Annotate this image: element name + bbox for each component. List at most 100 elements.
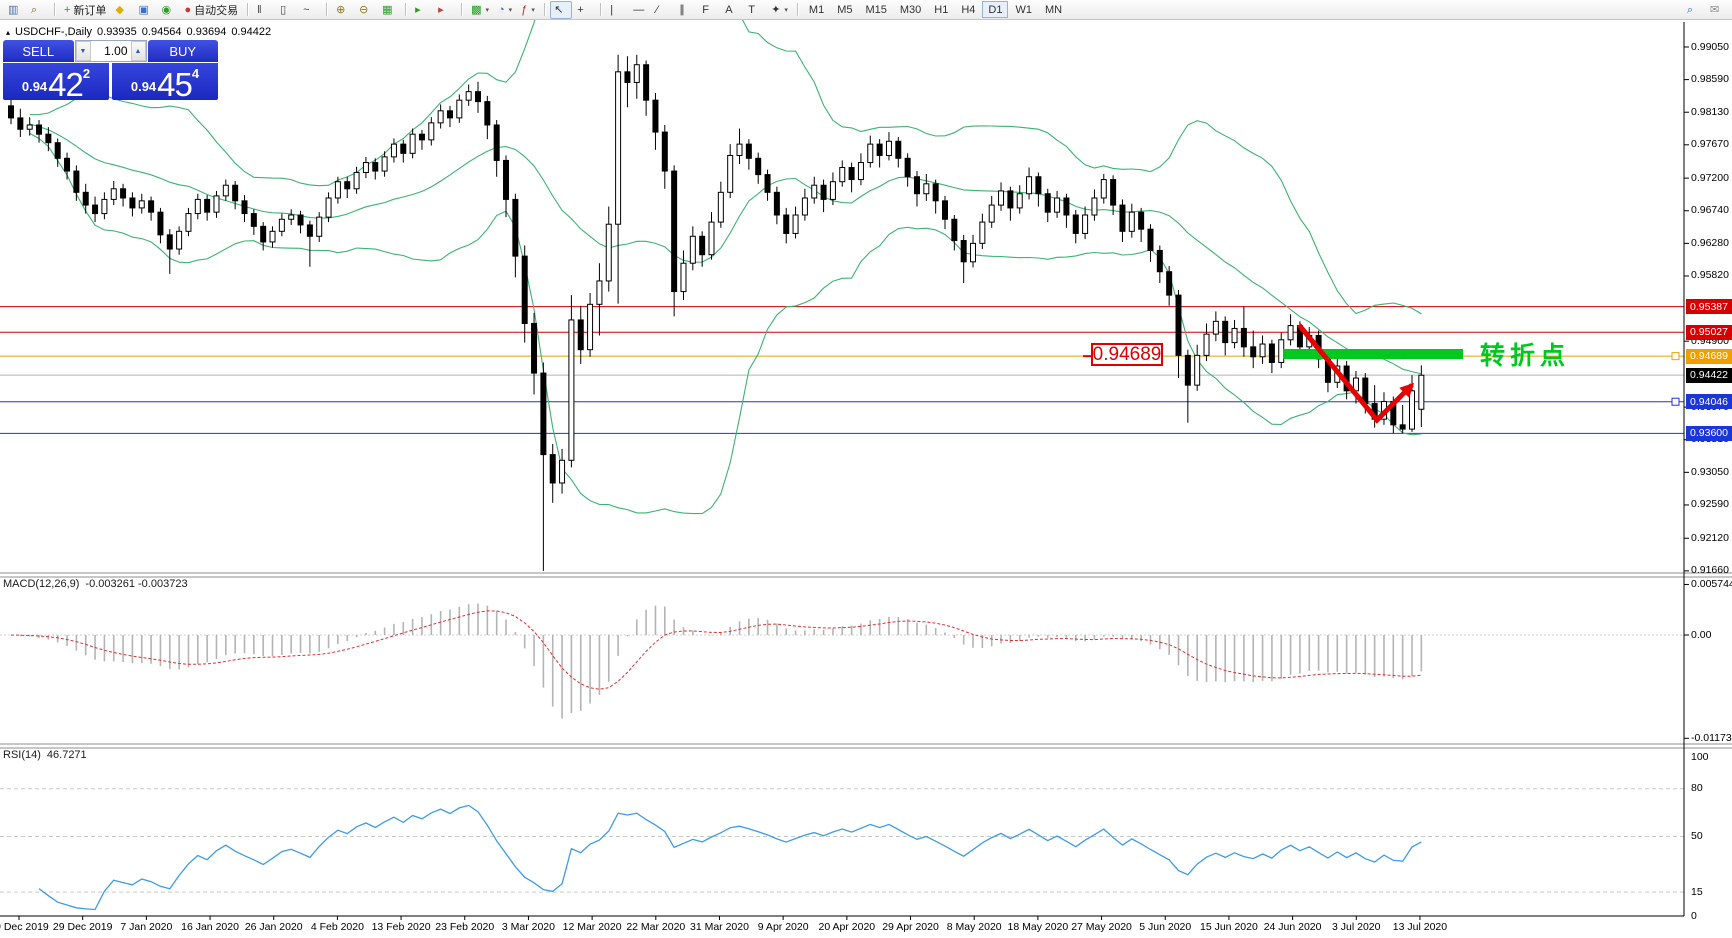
candle-body xyxy=(643,64,650,101)
candle-body xyxy=(559,459,566,484)
channel-button[interactable]: ∥ xyxy=(675,1,697,19)
data-window-icon[interactable]: ▣ xyxy=(134,1,156,19)
crosshair-button[interactable]: + xyxy=(573,1,595,19)
line-chart-mode-button[interactable]: ~ xyxy=(299,1,321,19)
candle-body xyxy=(54,142,61,159)
chevron-down-icon[interactable]: ▾ xyxy=(508,6,513,14)
new-chart-button[interactable]: ▩ ▾ xyxy=(467,1,493,19)
periods-button[interactable]: ◔ ▾ xyxy=(494,1,516,19)
timeframe-m30-button[interactable]: M30 xyxy=(899,3,922,16)
candlestick-mode-icon: ▯ xyxy=(280,3,287,16)
candle-body xyxy=(979,221,986,244)
zoom-out-button[interactable]: ⊖ xyxy=(355,1,377,19)
tile-windows-button[interactable]: ▦ xyxy=(378,1,400,19)
price-tick-label: 0.95820 xyxy=(1691,269,1729,282)
timeframe-mn-button[interactable]: MN xyxy=(1044,3,1063,16)
timeframe-m5-button[interactable]: M5 xyxy=(837,3,853,16)
timeframe-m15-button[interactable]: M15 xyxy=(865,3,887,16)
text-icon: A xyxy=(725,3,733,16)
collapse-panel-icon[interactable]: ▴ xyxy=(6,27,11,37)
turning-point-text[interactable]: 转折点 xyxy=(1480,342,1571,370)
bollinger-middle-band xyxy=(29,123,1422,375)
candle-body xyxy=(736,143,743,156)
chart-window-icon[interactable]: ▥ xyxy=(4,1,26,19)
volume-decrease-button[interactable]: ▼ xyxy=(75,41,91,61)
chevron-down-icon[interactable]: ▾ xyxy=(531,6,535,14)
text-button[interactable]: A xyxy=(721,1,743,19)
macd-axis-label: 0.00 xyxy=(1691,628,1712,641)
candle-body xyxy=(409,133,416,154)
candle-body xyxy=(437,110,444,124)
zoom-in-button[interactable]: ⊕ xyxy=(332,1,354,19)
bar-chart-mode-icon: ‖ xyxy=(257,3,262,16)
chevron-down-icon[interactable]: ▾ xyxy=(784,6,788,14)
buy-button[interactable]: BUY xyxy=(147,40,218,62)
price-level-badge-0.93600: 0.93600 xyxy=(1686,425,1732,441)
auto-scroll-button[interactable]: ▸ xyxy=(434,1,456,19)
timeframe-d1-button[interactable]: D1 xyxy=(982,1,1009,18)
candle-body xyxy=(783,214,790,234)
chevron-down-icon[interactable]: ▾ xyxy=(485,6,490,14)
candle-body xyxy=(1194,354,1201,386)
arrows-button[interactable]: ✦ ▾ xyxy=(767,1,792,19)
volume-input[interactable] xyxy=(90,41,131,61)
signals-icon[interactable]: ◉ xyxy=(157,1,179,19)
candle-body xyxy=(839,167,846,183)
date-tick-label: 31 Mar 2020 xyxy=(689,921,749,933)
candle-body xyxy=(232,184,239,202)
red-trend-arrow[interactable] xyxy=(1297,323,1415,424)
sell-button[interactable]: SELL xyxy=(3,40,74,62)
candle-body xyxy=(587,303,594,351)
timeframe-w1-button[interactable]: W1 xyxy=(1015,3,1032,16)
auto-trading-button[interactable]: ● 自动交易 xyxy=(180,1,242,19)
candle-body xyxy=(671,170,678,293)
buy-price-big: 45 xyxy=(157,66,193,103)
chat-button[interactable]: ✉ xyxy=(1706,1,1728,19)
price-level-badge-0.94046: 0.94046 xyxy=(1686,394,1732,410)
timeframe-h4-button[interactable]: H4 xyxy=(961,3,976,16)
date-tick-label: 12 Mar 2020 xyxy=(562,921,622,933)
bar-chart-mode-button[interactable]: ‖ xyxy=(253,1,275,19)
chart-shift-button[interactable]: ▸ xyxy=(411,1,433,19)
candle-body xyxy=(428,122,435,141)
trendline-button[interactable]: ∕ xyxy=(652,1,674,19)
vertical-line-button[interactable]: | xyxy=(606,1,628,19)
text-label-button[interactable]: T xyxy=(744,1,766,19)
indicators-button[interactable]: ƒ ▾ xyxy=(517,1,539,19)
candle-body xyxy=(1082,214,1089,234)
one-click-trading-panel: SELL ▼ ▲ BUY 0.94 42 2 0.94 45 4 xyxy=(3,40,218,103)
market-watch-icon[interactable]: ◆ xyxy=(111,1,133,19)
candle-body xyxy=(194,198,201,215)
buy-price-sup: 4 xyxy=(191,66,200,81)
chart-preview-icon[interactable]: ⌕ xyxy=(27,1,49,19)
buy-price-display[interactable]: 0.94 45 4 xyxy=(112,63,218,103)
bollinger-lower-band xyxy=(29,132,1422,515)
horizontal-line-button[interactable]: — xyxy=(629,1,651,19)
price-chart-canvas[interactable] xyxy=(0,20,1732,938)
candle-body xyxy=(531,322,538,374)
rsi-axis-label: 0 xyxy=(1691,909,1697,922)
cursor-button[interactable]: ↖ xyxy=(550,0,573,19)
candle-body xyxy=(1072,214,1079,234)
volume-increase-button[interactable]: ▲ xyxy=(130,41,146,61)
toolbar-separator xyxy=(247,3,249,16)
price-callout-label[interactable]: 0.94689 xyxy=(1091,343,1163,366)
price-level-badge-0.95387: 0.95387 xyxy=(1686,299,1732,315)
candlestick-mode-button[interactable]: ▯ xyxy=(276,1,298,19)
green-turning-point-bar[interactable] xyxy=(1283,349,1463,359)
timeframe-m1-button[interactable]: M1 xyxy=(808,3,825,16)
candle-body xyxy=(932,183,939,202)
new-order-button[interactable]: + 新订单 xyxy=(60,1,110,19)
search-button[interactable]: ⌕ xyxy=(1683,1,1705,19)
timeframe-h1-button[interactable]: H1 xyxy=(934,3,949,16)
line-handle-icon[interactable] xyxy=(1671,352,1680,361)
sell-price-display[interactable]: 0.94 42 2 xyxy=(3,63,109,101)
chart-window[interactable]: ▴ USDCHF-,Daily 0.93935 0.94564 0.93694 … xyxy=(0,20,1732,938)
date-tick-label: 23 Feb 2020 xyxy=(435,921,495,933)
candle-body xyxy=(297,214,304,226)
fibonacci-button[interactable]: F xyxy=(698,1,720,19)
candle-body xyxy=(1287,325,1294,341)
price-tick-label: 0.98130 xyxy=(1691,105,1729,118)
horizontal-line-icon: — xyxy=(633,3,645,16)
line-handle-icon[interactable] xyxy=(1671,397,1680,406)
